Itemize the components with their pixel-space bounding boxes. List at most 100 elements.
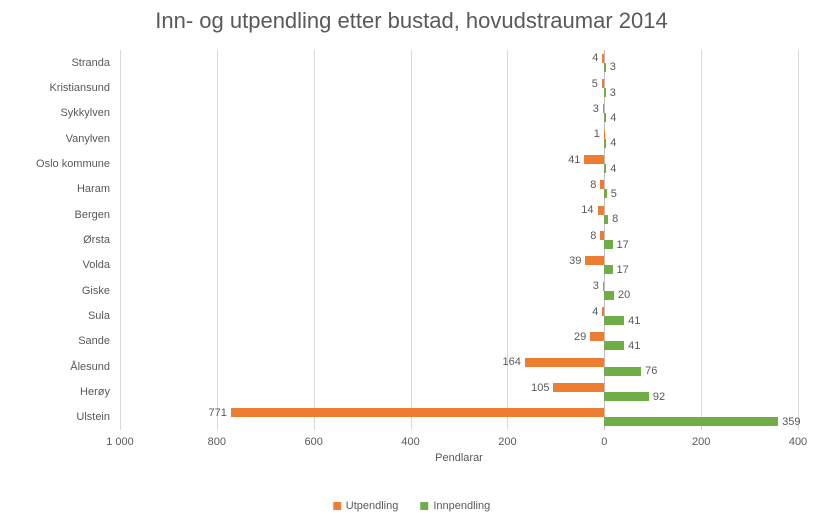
chart-title: Inn- og utpendling etter bustad, hovudst… bbox=[0, 0, 823, 38]
value-label-out: 29 bbox=[574, 331, 586, 343]
category-label: Sykkylven bbox=[60, 107, 110, 119]
category-label: Ålesund bbox=[70, 361, 110, 373]
value-label-in: 3 bbox=[610, 61, 616, 73]
bar-utpendling bbox=[600, 231, 604, 240]
bar-innpendling bbox=[604, 88, 605, 97]
chart-plot-area: 1 0008006004002000200400PendlararStranda… bbox=[120, 50, 798, 430]
category-label: Ulstein bbox=[76, 411, 110, 423]
x-tick-label: 200 bbox=[498, 436, 516, 448]
bar-utpendling bbox=[585, 256, 604, 265]
value-label-in: 92 bbox=[653, 391, 665, 403]
value-label-in: 4 bbox=[610, 163, 616, 175]
bar-innpendling bbox=[604, 63, 605, 72]
value-label-out: 3 bbox=[593, 103, 599, 115]
bar-innpendling bbox=[604, 113, 606, 122]
category-label: Oslo kommune bbox=[36, 158, 110, 170]
gridline bbox=[798, 50, 799, 430]
legend-label-out: Utpendling bbox=[346, 500, 399, 512]
value-label-out: 8 bbox=[590, 179, 596, 191]
gridline bbox=[120, 50, 121, 430]
x-axis-title: Pendlarar bbox=[435, 452, 483, 464]
bar-utpendling bbox=[231, 408, 604, 417]
value-label-out: 4 bbox=[592, 52, 598, 64]
gridline bbox=[701, 50, 702, 430]
category-label: Bergen bbox=[75, 209, 110, 221]
bar-innpendling bbox=[604, 139, 606, 148]
bar-innpendling bbox=[604, 240, 612, 249]
bar-utpendling bbox=[584, 155, 604, 164]
bar-innpendling bbox=[604, 291, 614, 300]
legend-label-in: Innpendling bbox=[433, 500, 490, 512]
category-label: Ørsta bbox=[83, 234, 110, 246]
gridline bbox=[217, 50, 218, 430]
bar-innpendling bbox=[604, 392, 649, 401]
value-label-in: 20 bbox=[618, 289, 630, 301]
category-label: Vanylven bbox=[66, 133, 110, 145]
value-label-in: 76 bbox=[645, 365, 657, 377]
legend-swatch-out bbox=[333, 502, 341, 510]
bar-utpendling bbox=[603, 104, 604, 113]
bar-innpendling bbox=[604, 341, 624, 350]
bar-innpendling bbox=[604, 316, 624, 325]
x-tick-label: 1 000 bbox=[106, 436, 134, 448]
x-tick-label: 400 bbox=[401, 436, 419, 448]
legend-item-utpendling: Utpendling bbox=[333, 500, 399, 512]
bar-innpendling bbox=[604, 417, 778, 426]
x-tick-label: 400 bbox=[789, 436, 807, 448]
value-label-out: 4 bbox=[592, 306, 598, 318]
bar-utpendling bbox=[602, 54, 604, 63]
bar-utpendling bbox=[604, 130, 605, 139]
legend-swatch-in bbox=[420, 502, 428, 510]
bar-utpendling bbox=[602, 79, 604, 88]
category-label: Haram bbox=[77, 183, 110, 195]
value-label-in: 8 bbox=[612, 213, 618, 225]
value-label-out: 39 bbox=[569, 255, 581, 267]
value-label-in: 41 bbox=[628, 340, 640, 352]
value-label-out: 5 bbox=[592, 78, 598, 90]
value-label-out: 41 bbox=[568, 154, 580, 166]
category-label: Stranda bbox=[71, 57, 110, 69]
gridline bbox=[411, 50, 412, 430]
value-label-in: 17 bbox=[617, 239, 629, 251]
category-label: Sande bbox=[78, 335, 110, 347]
value-label-out: 105 bbox=[531, 382, 549, 394]
x-tick-label: 200 bbox=[692, 436, 710, 448]
value-label-in: 4 bbox=[610, 137, 616, 149]
category-label: Sula bbox=[88, 310, 110, 322]
bar-utpendling bbox=[602, 307, 604, 316]
x-tick-label: 0 bbox=[601, 436, 607, 448]
category-label: Herøy bbox=[80, 386, 110, 398]
value-label-in: 359 bbox=[782, 416, 800, 428]
value-label-in: 5 bbox=[611, 188, 617, 200]
bar-innpendling bbox=[604, 367, 641, 376]
bar-utpendling bbox=[600, 180, 604, 189]
bar-innpendling bbox=[604, 189, 606, 198]
value-label-out: 771 bbox=[209, 407, 227, 419]
bar-utpendling bbox=[525, 358, 604, 367]
category-label: Volda bbox=[82, 259, 110, 271]
category-label: Giske bbox=[82, 285, 110, 297]
bar-utpendling bbox=[553, 383, 604, 392]
value-label-in: 4 bbox=[610, 112, 616, 124]
value-label-in: 3 bbox=[610, 87, 616, 99]
bar-utpendling bbox=[590, 332, 604, 341]
value-label-out: 164 bbox=[503, 356, 521, 368]
value-label-out: 14 bbox=[581, 204, 593, 216]
x-tick-label: 600 bbox=[305, 436, 323, 448]
value-label-in: 41 bbox=[628, 315, 640, 327]
gridline bbox=[314, 50, 315, 430]
bar-innpendling bbox=[604, 164, 606, 173]
value-label-out: 1 bbox=[594, 128, 600, 140]
legend: Utpendling Innpendling bbox=[333, 500, 490, 512]
bar-innpendling bbox=[604, 215, 608, 224]
bar-utpendling bbox=[598, 206, 605, 215]
value-label-in: 17 bbox=[617, 264, 629, 276]
bar-innpendling bbox=[604, 265, 612, 274]
value-label-out: 8 bbox=[590, 230, 596, 242]
gridline bbox=[507, 50, 508, 430]
legend-item-innpendling: Innpendling bbox=[420, 500, 490, 512]
value-label-out: 3 bbox=[593, 280, 599, 292]
x-tick-label: 800 bbox=[208, 436, 226, 448]
category-label: Kristiansund bbox=[49, 82, 110, 94]
bar-utpendling bbox=[603, 282, 604, 291]
